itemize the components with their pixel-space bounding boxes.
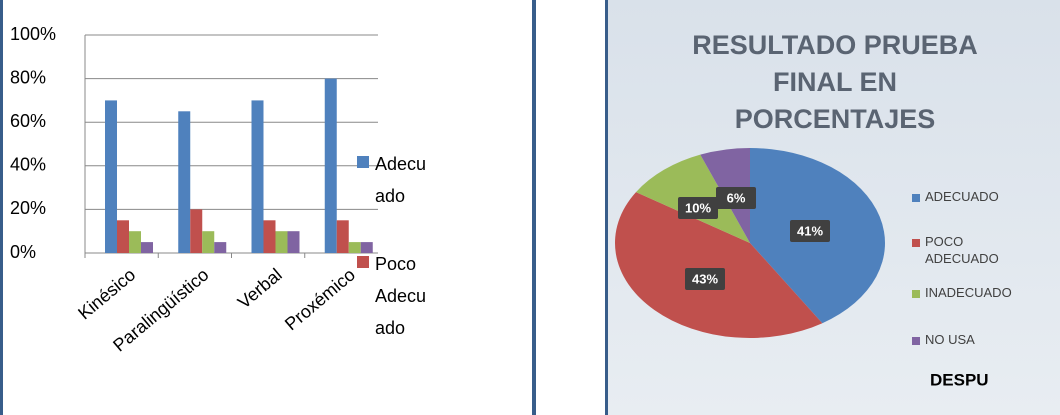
- legend-swatch: [912, 337, 920, 345]
- bar: [129, 231, 141, 253]
- legend-swatch: [357, 156, 369, 168]
- annotation: DESPU: [930, 370, 989, 389]
- data-label: 6%: [727, 190, 746, 205]
- panel-border: [0, 0, 3, 415]
- bar: [263, 220, 276, 253]
- y-tick-label: 0%: [10, 242, 36, 262]
- bar: [275, 231, 288, 253]
- panel-border: [605, 0, 608, 415]
- data-label: 10%: [685, 200, 711, 215]
- chart-title: RESULTADO PRUEBA FINAL EN PORCENTAJES: [692, 30, 978, 134]
- legend-label: INADECUADO: [925, 285, 1012, 300]
- bar: [117, 220, 129, 253]
- data-label-box: [716, 187, 756, 209]
- y-tick-label: 80%: [10, 67, 46, 87]
- bar: [105, 100, 117, 254]
- y-tick-label: 20%: [10, 198, 46, 218]
- data-label-box: [685, 268, 725, 290]
- bar: [360, 242, 373, 253]
- legend-swatch: [912, 239, 920, 247]
- pie-slice: [615, 192, 823, 338]
- bar: [190, 209, 203, 253]
- data-label-box: [790, 220, 830, 242]
- bar: [287, 231, 300, 253]
- legend-label: POCO ADECUADO: [925, 234, 999, 266]
- bar: [141, 242, 153, 253]
- bar: [251, 100, 264, 254]
- panel-border: [532, 0, 536, 415]
- y-tick-label: 60%: [10, 111, 46, 131]
- legend-label: ADECUADO: [925, 189, 999, 204]
- bar: [348, 242, 361, 253]
- bar: [178, 111, 191, 253]
- legend-label: Poco Adecuado: [375, 254, 427, 338]
- legend-label: Adecuado: [375, 154, 427, 206]
- legend-swatch: [357, 256, 369, 268]
- legend-swatch: [912, 194, 920, 202]
- bar: [214, 242, 227, 253]
- legend-swatch: [912, 290, 920, 298]
- y-tick-label: 100%: [10, 24, 56, 44]
- bar: [324, 78, 337, 253]
- bar: [336, 220, 349, 253]
- data-label: 43%: [692, 271, 718, 286]
- data-label: 41%: [797, 223, 823, 238]
- legend-label: NO USA: [925, 332, 975, 347]
- left-panel: [0, 0, 535, 415]
- data-label-box: [678, 197, 718, 219]
- y-tick-label: 40%: [10, 155, 46, 175]
- bar: [202, 231, 215, 253]
